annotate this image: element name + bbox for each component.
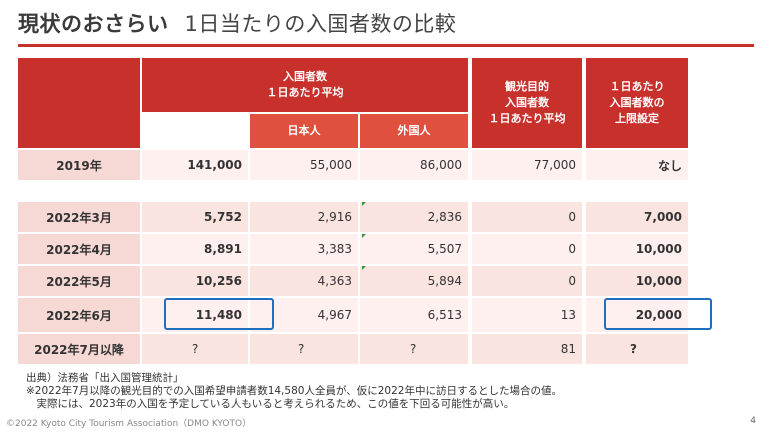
- cell-foreign: ?: [360, 334, 468, 364]
- highlight-total-june: [164, 298, 274, 330]
- cell-cap: 10,000: [586, 234, 688, 264]
- slide-title: 現状のおさらい 1日当たりの入国者数の比較: [18, 8, 456, 38]
- row-label: 2022年6月: [18, 298, 140, 332]
- cell-japanese: 4,363: [250, 266, 358, 296]
- cell-tourism: 81: [472, 334, 582, 364]
- cell-cap: なし: [586, 150, 688, 180]
- cell-tourism: 0: [472, 234, 582, 264]
- cell-comment-marker: [362, 266, 366, 270]
- row-label: 2022年4月: [18, 234, 140, 264]
- cell-japanese: 3,383: [250, 234, 358, 264]
- cell-japanese: ?: [250, 334, 358, 364]
- cell-comment-marker: [362, 234, 366, 238]
- cell-total: 8,891: [142, 234, 248, 264]
- cell-foreign: 5,894: [360, 266, 468, 296]
- cell-total: 11,480: [142, 298, 248, 332]
- cell-cap: ?: [586, 334, 688, 364]
- cell-foreign: 6,513: [360, 298, 468, 332]
- cell-foreign: 5,507: [360, 234, 468, 264]
- row-label: 2022年7月以降: [18, 334, 140, 364]
- cell-japanese: 55,000: [250, 150, 358, 180]
- header-total: 入国者数 １日あたり平均: [142, 58, 468, 112]
- cell-foreign: 2,836: [360, 202, 468, 232]
- header-corner: [18, 58, 140, 148]
- header-foreign: 外国人: [360, 114, 468, 148]
- cell-japanese: 2,916: [250, 202, 358, 232]
- cell-cap: 20,000: [586, 298, 688, 332]
- cell-total: 10,256: [142, 266, 248, 296]
- header-cap: １日あたり 入国者数の 上限設定: [586, 58, 688, 148]
- notes: 出典）法務省「出入国管理統計」 ※2022年7月以降の観光目的での入国希望申請者…: [26, 372, 562, 411]
- cell-tourism: 13: [472, 298, 582, 332]
- cell-total: 5,752: [142, 202, 248, 232]
- cell-tourism: 77,000: [472, 150, 582, 180]
- row-label: 2022年5月: [18, 266, 140, 296]
- title-main: 現状のおさらい: [18, 12, 169, 36]
- note-line: ※2022年7月以降の観光目的での入国希望申請者数14,580人全員が、仮に20…: [26, 385, 562, 397]
- cell-cap: 7,000: [586, 202, 688, 232]
- title-divider: [18, 44, 754, 47]
- cell-total: ?: [142, 334, 248, 364]
- cell-foreign: 86,000: [360, 150, 468, 180]
- cell-total: 141,000: [142, 150, 248, 180]
- cell-tourism: 0: [472, 266, 582, 296]
- copyright: ©2022 Kyoto City Tourism Association（DMO…: [6, 419, 252, 429]
- cell-tourism: 0: [472, 202, 582, 232]
- note-source: 出典）法務省「出入国管理統計」: [26, 372, 184, 384]
- cell-comment-marker: [362, 202, 366, 206]
- page-number: 4: [750, 416, 756, 426]
- highlight-cap-june: [604, 298, 712, 330]
- row-label: 2022年3月: [18, 202, 140, 232]
- cell-japanese: 4,967: [250, 298, 358, 332]
- note-line: 実際には、2023年の入国を予定している人もいると考えられるため、この値を下回る…: [26, 398, 515, 410]
- cell-cap: 10,000: [586, 266, 688, 296]
- row-label: 2019年: [18, 150, 140, 180]
- title-sub: 1日当たりの入国者数の比較: [184, 12, 457, 36]
- header-tourism: 観光目的 入国者数 １日あたり平均: [472, 58, 582, 148]
- header-japanese: 日本人: [250, 114, 358, 148]
